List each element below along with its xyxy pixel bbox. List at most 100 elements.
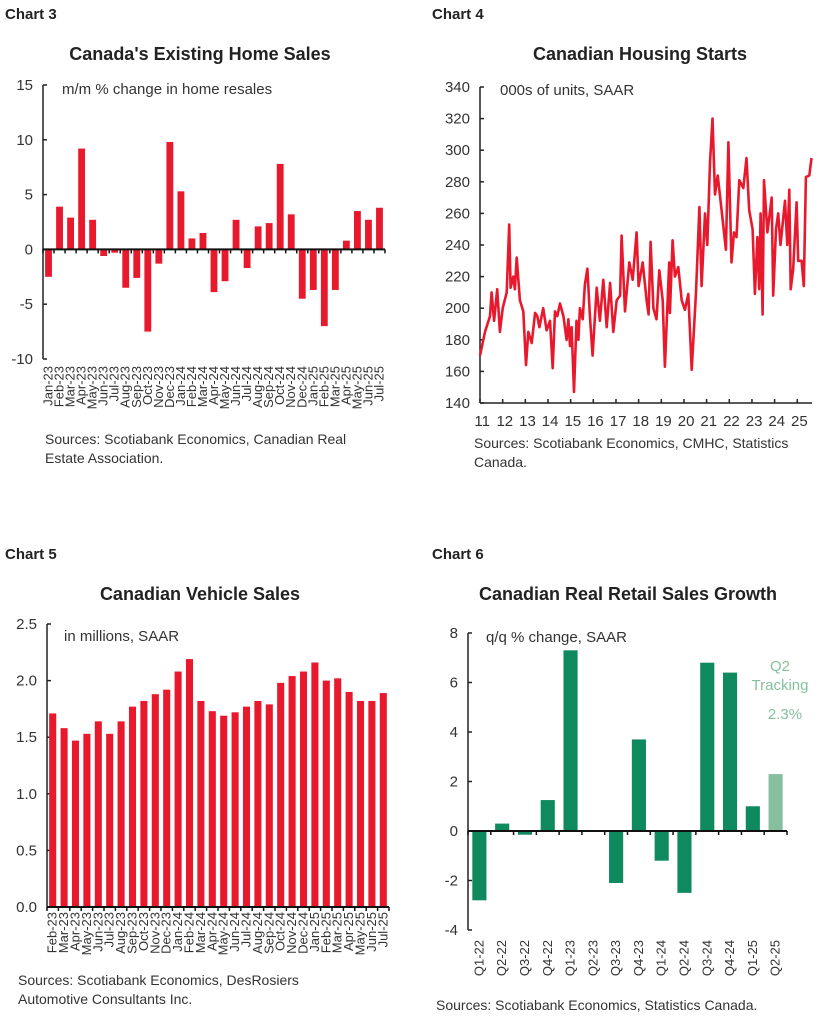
bar-apr-23 bbox=[78, 148, 86, 250]
bar-jul-23 bbox=[106, 733, 114, 907]
x-category-label: Jun-24 bbox=[228, 366, 243, 406]
y-tick-label: 0.5 bbox=[16, 842, 37, 859]
y-axis-unit-label: in millions, SAAR bbox=[64, 628, 179, 645]
x-category-label: Apr-25 bbox=[341, 912, 356, 951]
y-tick-label: 200 bbox=[445, 300, 470, 317]
x-category-label: Sep-23 bbox=[125, 912, 140, 954]
bar-may-24 bbox=[221, 249, 229, 282]
x-category-label: Jul-25 bbox=[371, 366, 386, 401]
bar-jun-24 bbox=[232, 219, 240, 250]
y-tick-label: 300 bbox=[445, 142, 470, 159]
bar-feb-25 bbox=[320, 249, 328, 327]
x-category-label: Feb-23 bbox=[45, 912, 60, 953]
y-tick-label: 1.5 bbox=[16, 729, 37, 746]
x-category-label: Mar-24 bbox=[193, 912, 208, 953]
y-tick-label: 0 bbox=[25, 241, 33, 258]
x-category-label: Mar-25 bbox=[327, 366, 342, 407]
bar-feb-24 bbox=[188, 238, 196, 250]
x-tick-label: 19 bbox=[655, 413, 672, 430]
x-category-label: Jun-25 bbox=[364, 912, 379, 952]
x-tick-label: 15 bbox=[564, 413, 581, 430]
x-category-label: Jan-23 bbox=[41, 366, 56, 406]
y-tick-label: 2 bbox=[450, 774, 458, 791]
chart-4-label: Chart 4 bbox=[432, 6, 484, 23]
y-tick-label: 260 bbox=[445, 205, 470, 222]
bar-may-23 bbox=[89, 219, 97, 250]
bar-nov-23 bbox=[151, 694, 159, 907]
x-tick-label: 22 bbox=[723, 413, 740, 430]
y-tick-label: 6 bbox=[450, 675, 458, 692]
x-category-label: Q4-24 bbox=[722, 940, 737, 976]
x-tick-label: 24 bbox=[768, 413, 785, 430]
y-tick-label: 180 bbox=[445, 332, 470, 349]
bar-apr-24 bbox=[208, 711, 216, 907]
chart-5-label: Chart 5 bbox=[5, 546, 57, 563]
bar-jun-25 bbox=[365, 219, 372, 250]
x-category-label: Q1-24 bbox=[654, 940, 669, 976]
x-category-label: Dec-23 bbox=[159, 912, 174, 954]
y-tick-label: -5 bbox=[20, 296, 33, 313]
x-category-label: Jun-23 bbox=[96, 366, 111, 406]
x-category-label: May-24 bbox=[217, 366, 232, 409]
x-tick-label: 11 bbox=[474, 413, 490, 430]
bar-may-25 bbox=[353, 211, 361, 250]
bar-feb-23 bbox=[49, 713, 57, 907]
bar-oct-24 bbox=[276, 163, 284, 250]
bar-sep-24 bbox=[265, 704, 273, 907]
bar-may-23 bbox=[83, 733, 91, 907]
x-category-label: Apr-24 bbox=[206, 366, 221, 405]
x-category-label: Jun-23 bbox=[90, 912, 105, 952]
bar-dec-24 bbox=[299, 671, 308, 907]
y-tick-label: 5 bbox=[25, 187, 33, 204]
bar-jun-24 bbox=[231, 712, 239, 907]
y-tick-label: -4 bbox=[445, 922, 458, 939]
y-tick-label: 280 bbox=[445, 174, 470, 191]
bar-jun-23 bbox=[94, 721, 102, 907]
bar-sep-23 bbox=[133, 249, 141, 278]
y-axis-unit-label: q/q % change, SAAR bbox=[486, 629, 627, 646]
y-tick-label: 160 bbox=[445, 363, 470, 380]
bar-q1-22 bbox=[472, 831, 487, 901]
y-tick-label: 320 bbox=[445, 111, 470, 128]
y-tick-label: 15 bbox=[16, 77, 33, 94]
x-category-label: Aug-23 bbox=[113, 912, 128, 954]
x-tick-label: 16 bbox=[587, 413, 604, 430]
x-category-label: Apr-23 bbox=[68, 912, 83, 951]
x-tick-label: 21 bbox=[700, 413, 717, 430]
y-tick-label: 340 bbox=[445, 79, 470, 96]
bar-apr-25 bbox=[342, 240, 350, 250]
bar-mar-23 bbox=[67, 217, 75, 250]
chart-4-sources: Sources: Scotiabank Economics, CMHC, Sta… bbox=[474, 435, 789, 470]
y-tick-label: 0 bbox=[450, 823, 458, 840]
bar-q1-24 bbox=[654, 831, 669, 861]
x-category-label: Apr-25 bbox=[338, 366, 353, 405]
bar-jul-24 bbox=[242, 706, 251, 907]
x-category-label: Nov-24 bbox=[283, 366, 298, 408]
x-category-label: May-23 bbox=[79, 912, 94, 955]
y-tick-label: 240 bbox=[445, 237, 470, 254]
x-category-label: Apr-23 bbox=[74, 366, 89, 405]
bar-q2-25 bbox=[768, 774, 783, 831]
chart-4-title: Canadian Housing Starts bbox=[532, 44, 748, 64]
x-category-label: May-25 bbox=[349, 366, 364, 409]
bar-jun-23 bbox=[100, 249, 108, 256]
x-category-label: Jan-25 bbox=[305, 366, 320, 406]
x-category-label: Apr-24 bbox=[204, 912, 219, 951]
x-category-label: Feb-24 bbox=[182, 912, 197, 953]
x-category-label: Oct-23 bbox=[136, 912, 151, 951]
x-tick-label: 23 bbox=[746, 413, 763, 430]
x-category-label: Dec-24 bbox=[294, 366, 309, 408]
x-category-label: Sep-24 bbox=[261, 912, 276, 954]
x-tick-label: 18 bbox=[632, 413, 649, 430]
x-category-label: Jul-23 bbox=[102, 912, 117, 947]
x-category-label: Oct-24 bbox=[273, 912, 288, 951]
bar-oct-23 bbox=[144, 249, 152, 332]
bar-jan-25 bbox=[309, 249, 317, 290]
bar-feb-24 bbox=[185, 659, 194, 907]
x-category-label: Oct-23 bbox=[140, 366, 155, 405]
chart-5-title: Canadian Vehicle Sales bbox=[99, 584, 301, 604]
bar-q2-22 bbox=[495, 823, 510, 831]
bar-jan-24 bbox=[177, 191, 185, 250]
y-axis-unit-label: 000s of units, SAAR bbox=[500, 82, 634, 99]
bar-q3-23 bbox=[609, 831, 624, 883]
